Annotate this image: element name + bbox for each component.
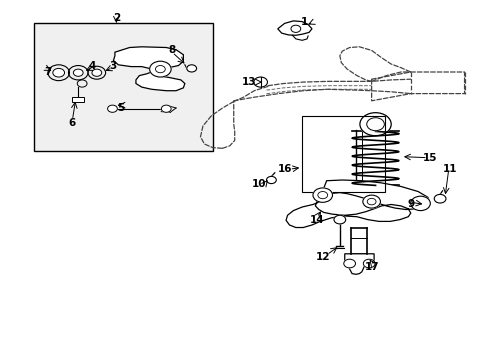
Polygon shape xyxy=(113,47,184,91)
Circle shape xyxy=(266,176,276,184)
Circle shape xyxy=(186,65,196,72)
Text: 5: 5 xyxy=(118,103,124,113)
Circle shape xyxy=(253,77,267,87)
Text: 15: 15 xyxy=(422,153,437,163)
Text: 11: 11 xyxy=(442,164,456,174)
Circle shape xyxy=(77,80,87,87)
Polygon shape xyxy=(277,21,311,35)
Circle shape xyxy=(359,113,390,136)
Circle shape xyxy=(410,196,429,211)
Text: 4: 4 xyxy=(88,60,96,71)
Circle shape xyxy=(362,195,380,208)
Circle shape xyxy=(88,66,105,79)
Circle shape xyxy=(290,25,300,32)
Circle shape xyxy=(73,69,83,76)
Bar xyxy=(72,97,84,102)
Circle shape xyxy=(312,188,332,202)
Text: 12: 12 xyxy=(315,252,329,262)
Text: 17: 17 xyxy=(365,262,379,272)
Circle shape xyxy=(366,118,384,131)
Circle shape xyxy=(433,194,445,203)
Text: 13: 13 xyxy=(242,77,256,87)
Polygon shape xyxy=(344,254,373,274)
Circle shape xyxy=(317,192,327,199)
Text: 16: 16 xyxy=(277,164,291,174)
Bar xyxy=(302,116,385,192)
Bar xyxy=(34,23,212,151)
Text: 1: 1 xyxy=(300,17,307,27)
Circle shape xyxy=(53,68,64,77)
Text: 6: 6 xyxy=(69,118,76,128)
Text: 10: 10 xyxy=(251,179,266,189)
Circle shape xyxy=(343,259,355,268)
Circle shape xyxy=(363,259,374,268)
Circle shape xyxy=(48,65,69,81)
Circle shape xyxy=(161,105,171,112)
Text: 3: 3 xyxy=(109,60,116,71)
Circle shape xyxy=(155,66,165,73)
Circle shape xyxy=(149,61,171,77)
Text: 8: 8 xyxy=(168,45,175,55)
Text: 14: 14 xyxy=(309,215,324,225)
Text: 2: 2 xyxy=(113,13,120,23)
Text: 9: 9 xyxy=(407,199,413,210)
Text: 7: 7 xyxy=(44,67,52,77)
Circle shape xyxy=(68,66,88,80)
Circle shape xyxy=(92,69,102,76)
Circle shape xyxy=(107,105,117,112)
Circle shape xyxy=(366,198,375,205)
Circle shape xyxy=(333,215,345,224)
Polygon shape xyxy=(285,180,428,228)
